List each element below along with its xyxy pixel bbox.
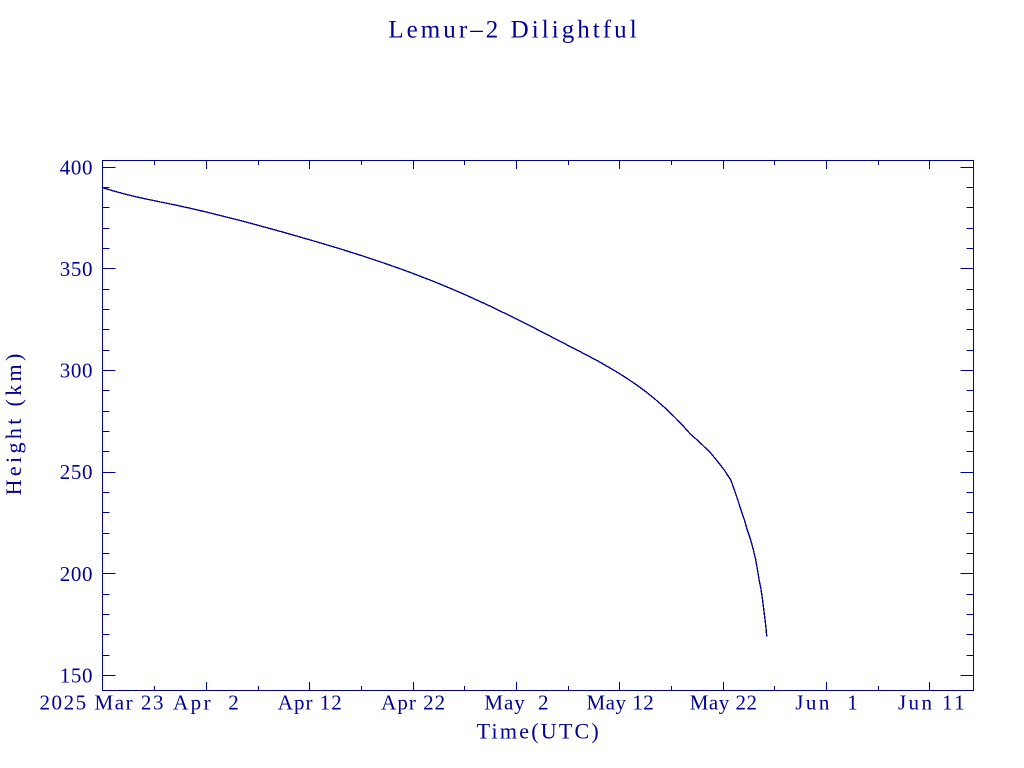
svg-text:Apr 12: Apr 12	[278, 691, 343, 715]
svg-text:200: 200	[60, 562, 93, 586]
svg-text:150: 150	[60, 663, 93, 687]
svg-text:250: 250	[60, 460, 93, 484]
svg-text:Jun 11: Jun 11	[898, 691, 967, 715]
svg-text:2025 Mar 23: 2025 Mar 23	[40, 691, 166, 715]
svg-text:Height (km): Height (km)	[1, 350, 26, 495]
svg-text:Lemur–2 Dilightful: Lemur–2 Dilightful	[388, 17, 639, 44]
svg-text:300: 300	[60, 359, 93, 383]
svg-text:350: 350	[60, 257, 93, 281]
svg-text:May 12: May 12	[586, 691, 654, 715]
svg-text:Jun 1: Jun 1	[795, 691, 860, 715]
svg-text:Apr 22: Apr 22	[381, 691, 446, 715]
svg-text:May 2: May 2	[484, 691, 549, 715]
svg-text:Time(UTC): Time(UTC)	[477, 718, 601, 743]
svg-text:Apr 2: Apr 2	[173, 691, 241, 715]
svg-text:May 22: May 22	[690, 691, 758, 715]
svg-text:400: 400	[60, 155, 93, 179]
